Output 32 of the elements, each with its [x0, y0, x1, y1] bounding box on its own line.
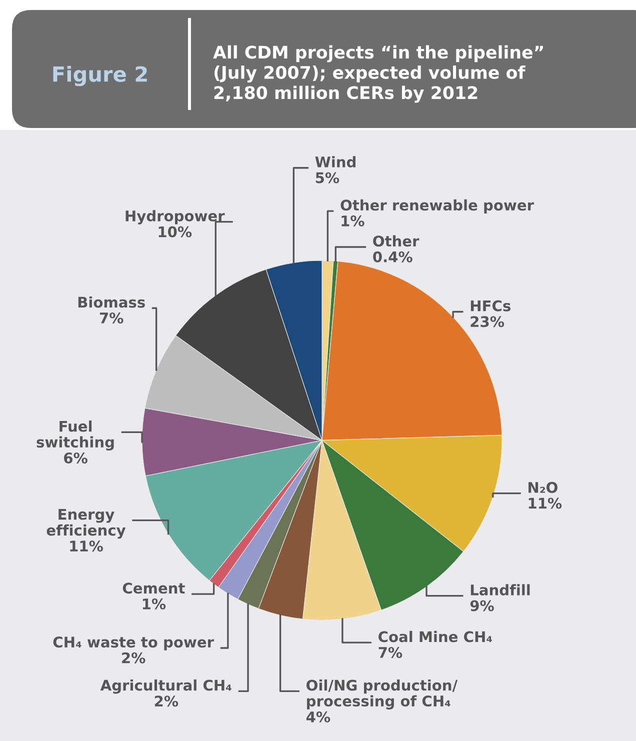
data-label: 9% [470, 600, 494, 612]
slice-label: Other renewable power [340, 199, 534, 214]
chart-subtitle: All CDM projects “in the pipeline” (July 2007); expected volume of 2,180 million CERs by 2012 [213, 45, 543, 103]
slice-label: Wind [315, 156, 356, 168]
slice-label: Other [373, 235, 420, 247]
slice-label: Fuel switching [36, 420, 114, 451]
data-label: 0.4% [373, 251, 412, 262]
slice-label: Energy efficiency [46, 508, 126, 539]
slice-label: CH₄ waste to power [53, 636, 214, 650]
data-label: 1% [342, 215, 364, 226]
data-label: 10% [158, 226, 192, 238]
data-label: 7% [100, 312, 124, 324]
slice-label: Hydropower [126, 210, 225, 224]
slice-label: Oil/NG production/ processing of CH₄ [306, 679, 458, 710]
slice-label: Biomass [78, 296, 145, 308]
data-label: 6% [64, 452, 88, 464]
slice-label: Cement [122, 582, 185, 594]
slice-label: Agricultural CH₄ [100, 679, 232, 694]
data-label: 7% [378, 646, 402, 658]
data-label: 2% [122, 652, 146, 664]
data-label: 11% [70, 540, 103, 552]
slice-label: N₂O [528, 482, 558, 493]
data-label: 2% [154, 696, 178, 707]
data-label: 23% [470, 316, 504, 328]
slice-label: Coal Mine CH₄ [378, 630, 492, 642]
chart-title: Figure 2 [53, 66, 147, 86]
data-label: 5% [316, 172, 340, 184]
slice-label: Landfill [470, 584, 530, 596]
data-label: 4% [306, 711, 330, 722]
data-label: 11% [528, 498, 562, 509]
slice-label: HFCs [470, 300, 510, 312]
data-label: 1% [142, 598, 166, 610]
